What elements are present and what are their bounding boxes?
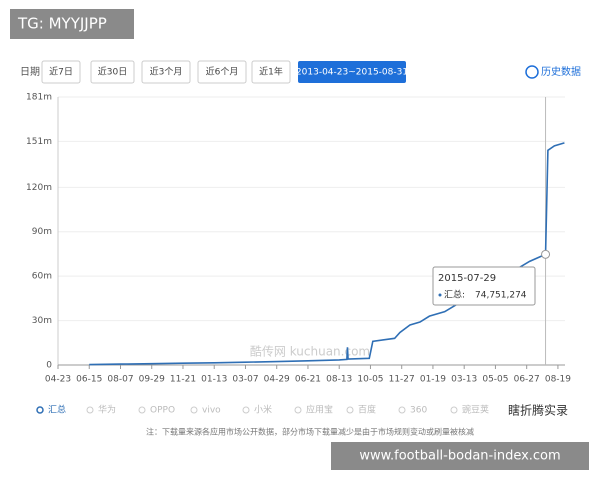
filter-button-label[interactable]: 近3个月 — [150, 66, 183, 78]
tooltip-name: 汇总: — [444, 289, 465, 301]
legend-label[interactable]: 汇总 — [48, 404, 66, 416]
x-tick-label: 03-07 — [232, 375, 258, 385]
x-tick-label: 11-21 — [170, 375, 196, 385]
x-tick-label: 06-21 — [295, 375, 321, 385]
history-icon[interactable] — [525, 65, 539, 79]
filter-button[interactable] — [141, 60, 191, 84]
legend-marker[interactable] — [36, 406, 44, 414]
watermark: 酷传网 kuchuan.com — [250, 344, 370, 359]
active-range-label[interactable]: 2013-04-23~2015-08-31 — [296, 68, 408, 78]
x-tick-label: 08-07 — [107, 375, 133, 385]
y-tick-label: 181m — [26, 93, 52, 103]
wechat-mark: 瞎折腾实录 — [508, 403, 568, 418]
tooltip-dot — [438, 293, 442, 297]
x-tick-label: 03-13 — [451, 375, 477, 385]
x-tick-label: 09-29 — [139, 375, 165, 385]
filter-button-label[interactable]: 近6个月 — [206, 66, 239, 78]
x-tick-label: 05-05 — [482, 375, 508, 385]
site-box — [331, 442, 589, 470]
y-tick-label: 0 — [46, 361, 52, 371]
x-tick-label: 04-23 — [45, 375, 71, 385]
x-tick-label: 11-27 — [389, 375, 415, 385]
filter-button[interactable] — [197, 60, 247, 84]
legend-label[interactable]: 百度 — [358, 404, 376, 416]
filter-label: 日期 — [20, 66, 40, 78]
x-tick-label: 08-13 — [326, 375, 352, 385]
legend-label[interactable]: vivo — [202, 406, 221, 416]
legend-marker[interactable] — [138, 406, 146, 414]
legend-label[interactable]: OPPO — [150, 406, 175, 416]
hover-point — [541, 249, 551, 259]
legend-label[interactable]: 豌豆荚 — [462, 404, 489, 416]
note: 注：下载量来源各应用市场公开数据，部分市场下载量减少是由于市场规则变动或刷量被核… — [146, 427, 474, 437]
site: www.football-bodan-index.com — [359, 449, 560, 464]
banner: TG: MYYJJPP — [17, 15, 107, 33]
legend-marker[interactable] — [86, 406, 94, 414]
x-tick-label: 10-05 — [357, 375, 383, 385]
x-tick-label: 01-19 — [420, 375, 446, 385]
y-tick-label: 30m — [32, 316, 52, 326]
legend-label[interactable]: 华为 — [98, 404, 116, 416]
tooltip-value: 74,751,274 — [475, 291, 527, 301]
legend-marker[interactable] — [450, 406, 458, 414]
line — [89, 142, 565, 366]
legend-label[interactable]: 应用宝 — [306, 404, 333, 416]
legend-marker[interactable] — [242, 406, 250, 414]
y-tick-label: 151m — [26, 137, 52, 147]
filter-button-label[interactable]: 近7日 — [49, 66, 73, 78]
banner-box — [10, 9, 134, 39]
x-tick-label: 06-27 — [514, 375, 540, 385]
x-tick-label: 04-29 — [264, 375, 290, 385]
filter-button-label[interactable]: 近30日 — [98, 66, 127, 78]
legend-marker[interactable] — [294, 406, 302, 414]
x-tick-label: 01-13 — [201, 375, 227, 385]
y-tick-label: 90m — [32, 227, 52, 237]
filter-button-label[interactable]: 近1年 — [259, 66, 283, 78]
y-tick-label: 60m — [32, 272, 52, 282]
y-tick-label: 120m — [26, 183, 52, 193]
x-tick-label: 06-15 — [76, 375, 102, 385]
legend-label[interactable]: 360 — [410, 406, 427, 416]
tooltip-date: 2015-07-29 — [438, 273, 496, 284]
filter-button[interactable] — [251, 60, 291, 84]
x-tick-label: 08-19 — [545, 375, 571, 385]
history-link[interactable]: 历史数据 — [541, 65, 581, 78]
legend-marker[interactable] — [190, 406, 198, 414]
legend-marker[interactable] — [398, 406, 406, 414]
tooltip-box — [432, 266, 536, 306]
filter-button[interactable] — [90, 60, 135, 84]
legend-marker[interactable] — [346, 406, 354, 414]
filter-button[interactable] — [41, 60, 81, 84]
active-range[interactable] — [298, 61, 406, 83]
legend-label[interactable]: 小米 — [254, 404, 272, 416]
